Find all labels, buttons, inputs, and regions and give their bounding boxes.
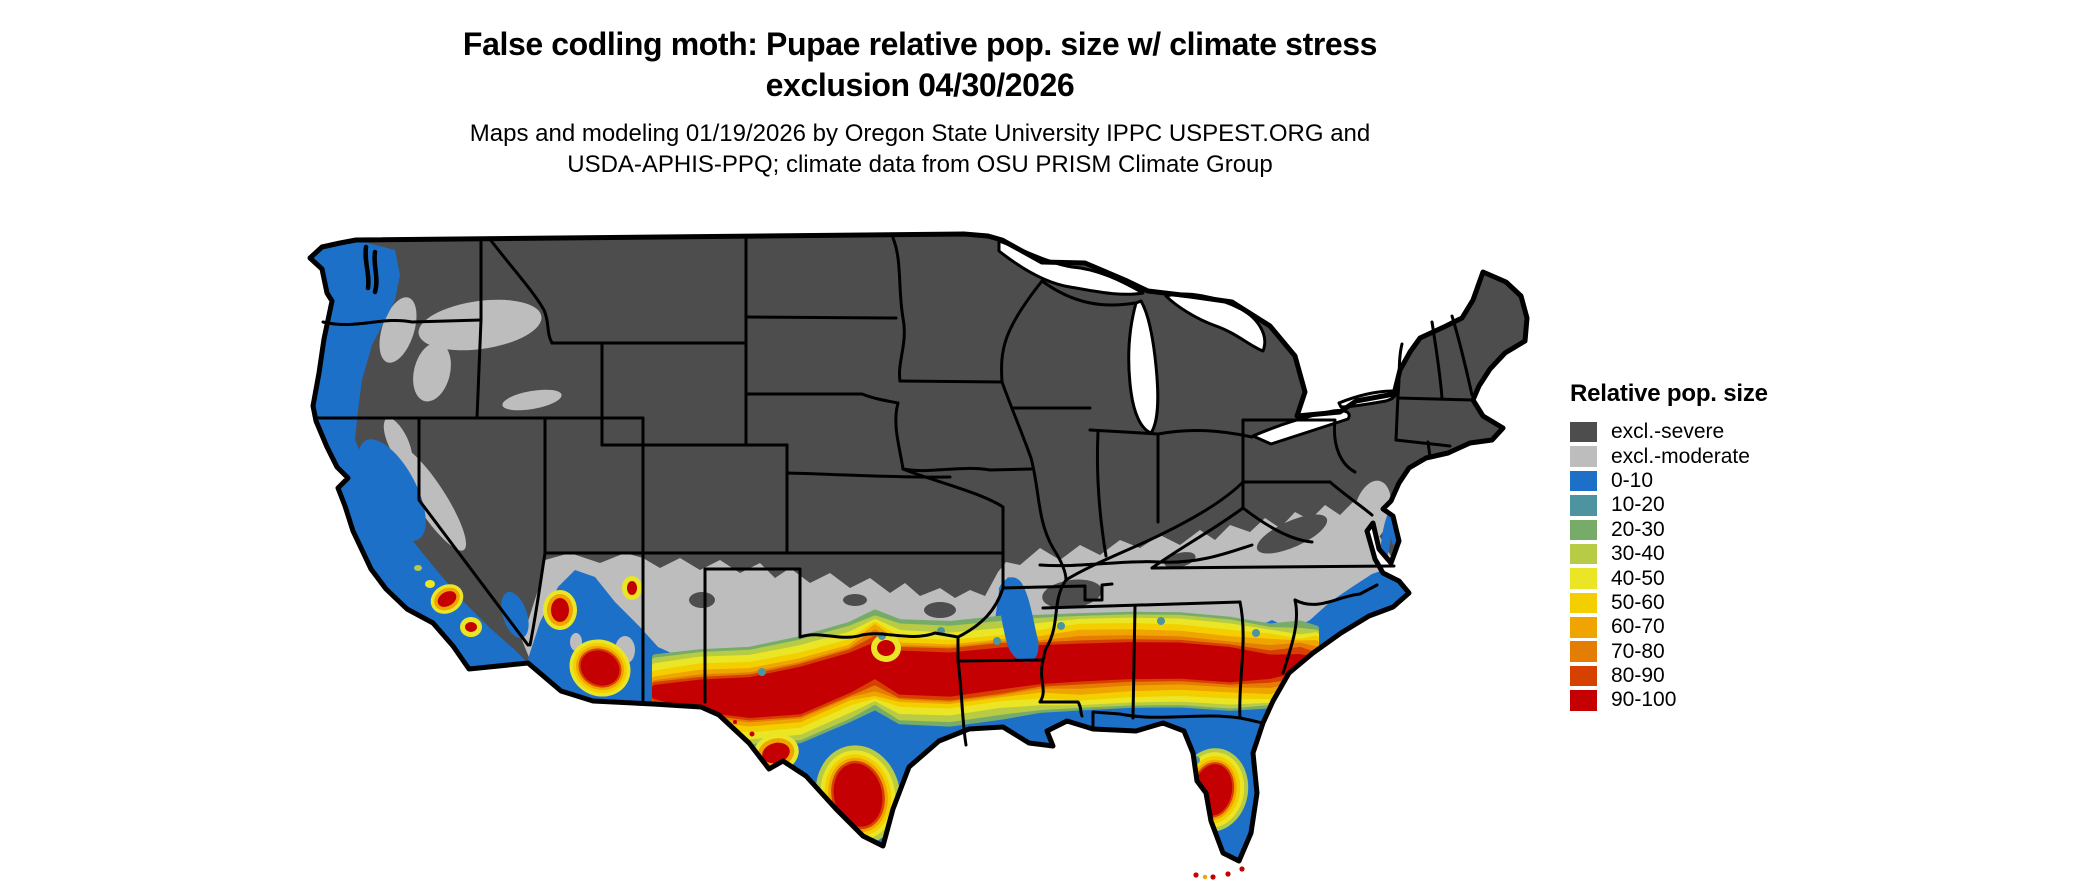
legend-item: 50-60 [1570, 591, 1768, 615]
legend-item: 0-10 [1570, 469, 1768, 493]
legend-swatch [1570, 592, 1597, 614]
map-title-line2: exclusion 04/30/2026 [765, 67, 1075, 103]
map-subtitle: Maps and modeling 01/19/2026 by Oregon S… [300, 118, 1540, 180]
mississippi-valley-blue-tongue [998, 577, 1039, 663]
legend-swatch [1570, 446, 1597, 467]
map-subtitle-line2: USDA-APHIS-PPQ; climate data from OSU PR… [567, 151, 1273, 178]
legend-rows: excl.-severe excl.-moderate 0-10 10-20 20-30… [1570, 420, 1768, 713]
map-subtitle-line1: Maps and modeling 01/19/2026 by Oregon S… [469, 120, 1371, 147]
legend-swatch [1570, 641, 1597, 662]
legend-swatch [1570, 519, 1597, 540]
legend-item-label: 50-60 [1611, 590, 1665, 614]
puget-sound-inlets [363, 244, 379, 295]
legend-item-label: 70-80 [1611, 639, 1665, 663]
legend-item-label: 80-90 [1611, 664, 1665, 688]
legend-item-label: 0-10 [1611, 468, 1654, 492]
legend-swatch [1570, 470, 1597, 492]
map-title: False codling moth: Pupae relative pop. … [300, 24, 1540, 106]
legend-swatch [1570, 617, 1597, 638]
legend-item: 10-20 [1570, 493, 1768, 517]
legend-swatch [1570, 543, 1597, 565]
legend-item: 20-30 [1570, 518, 1768, 542]
legend-item: 40-50 [1570, 566, 1768, 590]
legend-item-label: excl.-severe [1611, 420, 1725, 444]
legend-item: excl.-moderate [1570, 444, 1768, 468]
legend-item: excl.-severe [1570, 420, 1768, 444]
legend-swatch [1570, 495, 1597, 516]
legend-item: 60-70 [1570, 615, 1768, 639]
map-title-line1: False codling moth: Pupae relative pop. … [462, 26, 1378, 62]
population-raster-layers [310, 234, 1527, 861]
legend-item-label: 20-30 [1611, 517, 1665, 541]
legend-item: 70-80 [1570, 640, 1768, 664]
legend-swatch [1570, 665, 1597, 687]
legend-item-label: 40-50 [1611, 566, 1665, 590]
legend-item: 90-100 [1570, 688, 1768, 712]
legend-item: 30-40 [1570, 542, 1768, 566]
legend-item-label: excl.-moderate [1611, 444, 1750, 468]
legend-swatch [1570, 690, 1597, 711]
map-legend: Relative pop. size excl.-severe excl.-mod… [1570, 380, 1768, 713]
legend-swatch [1570, 568, 1597, 589]
legend-swatch [1570, 421, 1597, 443]
legend-item-label: 60-70 [1611, 615, 1665, 639]
legend-item: 80-90 [1570, 664, 1768, 688]
legend-item-label: 90-100 [1611, 688, 1677, 712]
legend-title: Relative pop. size [1570, 380, 1768, 407]
legend-item-label: 30-40 [1611, 542, 1665, 566]
florida-keys [1193, 866, 1245, 880]
legend-item-label: 10-20 [1611, 493, 1665, 517]
